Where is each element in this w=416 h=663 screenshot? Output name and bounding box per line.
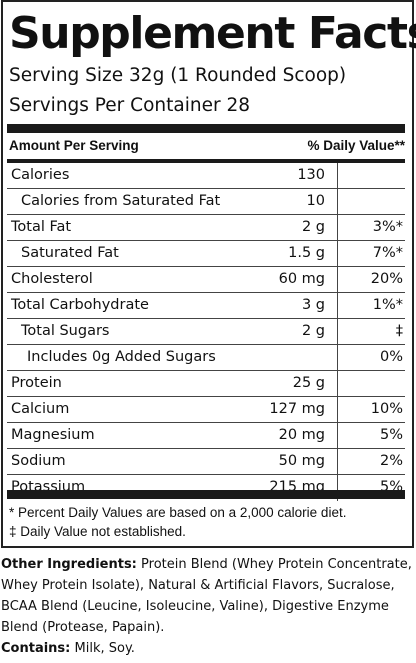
column-divider	[337, 423, 338, 449]
panel-title: Supplement Facts	[9, 8, 416, 59]
column-divider	[337, 345, 338, 371]
nutrient-row: Magnesium 20 mg 5%	[7, 423, 405, 449]
nutrient-daily-value: 1%*	[372, 297, 403, 313]
column-divider	[337, 475, 338, 501]
nutrient-amount: 20 mg	[278, 427, 325, 443]
other-ingredients-block: Other Ingredients: Protein Blend (Whey P…	[1, 554, 413, 659]
column-divider	[337, 267, 338, 293]
column-divider	[337, 189, 338, 215]
nutrient-name: Cholesterol	[11, 271, 93, 287]
nutrient-daily-value: 5%	[379, 427, 403, 443]
supplement-facts-panel	[1, 0, 414, 548]
footnote-not-established: ‡ Daily Value not established.	[9, 524, 186, 539]
nutrient-daily-value: 3%*	[372, 219, 403, 235]
nutrient-row: Total Carbohydrate 3 g 1%*	[7, 293, 405, 319]
nutrient-amount: 10	[306, 193, 325, 209]
nutrient-row: Total Fat 2 g 3%*	[7, 215, 405, 241]
nutrient-amount: 130	[297, 167, 325, 183]
servings-per-container: Servings Per Container 28	[9, 95, 250, 116]
column-divider	[337, 241, 338, 267]
column-divider	[337, 449, 338, 475]
nutrient-daily-value: ‡	[395, 323, 403, 339]
nutrient-amount: 3 g	[301, 297, 325, 313]
nutrient-row: Saturated Fat 1.5 g 7%*	[7, 241, 405, 267]
column-divider	[337, 163, 338, 189]
thick-divider-bottom	[7, 490, 405, 499]
nutrient-table: Calories 130 Calories from Saturated Fat 10…	[7, 163, 405, 501]
nutrient-amount: 2 g	[301, 323, 325, 339]
nutrient-row: Calcium 127 mg 10%	[7, 397, 405, 423]
other-ingredients: Other Ingredients: Protein Blend (Whey P…	[1, 554, 413, 638]
nutrient-daily-value: 2%	[379, 453, 403, 469]
nutrient-row: Total Sugars 2 g ‡	[7, 319, 405, 345]
column-header: Amount Per Serving % Daily Value**	[9, 136, 405, 156]
nutrient-name: Total Sugars	[21, 323, 110, 339]
nutrient-name: Total Fat	[11, 219, 72, 235]
nutrient-name: Saturated Fat	[21, 245, 119, 261]
daily-value-header: % Daily Value**	[307, 138, 405, 153]
column-divider	[337, 371, 338, 397]
nutrient-row: Sodium 50 mg 2%	[7, 449, 405, 475]
nutrient-name: Calories	[11, 167, 70, 183]
nutrient-name: Protein	[11, 375, 62, 391]
nutrient-name: Magnesium	[11, 427, 95, 443]
column-divider	[337, 293, 338, 319]
nutrient-name: Includes 0g Added Sugars	[27, 349, 216, 365]
nutrient-daily-value: 7%*	[372, 245, 403, 261]
contains-label: Contains:	[1, 641, 71, 656]
column-divider	[337, 319, 338, 345]
nutrient-row: Calories 130	[7, 163, 405, 189]
nutrient-amount: 25 g	[292, 375, 325, 391]
nutrient-amount: 127 mg	[269, 401, 325, 417]
nutrient-row: Protein 25 g	[7, 371, 405, 397]
footnote-percent-dv: * Percent Daily Values are based on a 2,…	[9, 505, 347, 520]
other-ingredients-text: Protein Blend (Whey Protein Concentrate,…	[1, 557, 412, 635]
nutrient-amount: 50 mg	[278, 453, 325, 469]
nutrient-name: Sodium	[11, 453, 66, 469]
contains: Contains: Milk, Soy.	[1, 638, 413, 659]
nutrient-amount: 1.5 g	[288, 245, 325, 261]
nutrient-amount: 60 mg	[278, 271, 325, 287]
column-divider	[337, 215, 338, 241]
nutrient-daily-value: 20%	[370, 271, 403, 287]
column-divider	[337, 397, 338, 423]
nutrient-name: Total Carbohydrate	[11, 297, 149, 313]
nutrient-name: Calcium	[11, 401, 70, 417]
nutrient-row: Cholesterol 60 mg 20%	[7, 267, 405, 293]
other-ingredients-label: Other Ingredients:	[1, 557, 137, 572]
nutrient-name: Calories from Saturated Fat	[21, 193, 221, 209]
nutrient-daily-value: 10%	[370, 401, 403, 417]
nutrient-row: Calories from Saturated Fat 10	[7, 189, 405, 215]
nutrient-amount: 2 g	[301, 219, 325, 235]
thick-divider-top	[7, 124, 405, 133]
contains-text: Milk, Soy.	[70, 641, 135, 656]
serving-size: Serving Size 32g (1 Rounded Scoop)	[9, 65, 347, 86]
nutrient-row: Includes 0g Added Sugars 0%	[7, 345, 405, 371]
nutrient-daily-value: 0%	[379, 349, 403, 365]
amount-per-serving-header: Amount Per Serving	[9, 138, 139, 153]
header-divider	[7, 159, 405, 163]
